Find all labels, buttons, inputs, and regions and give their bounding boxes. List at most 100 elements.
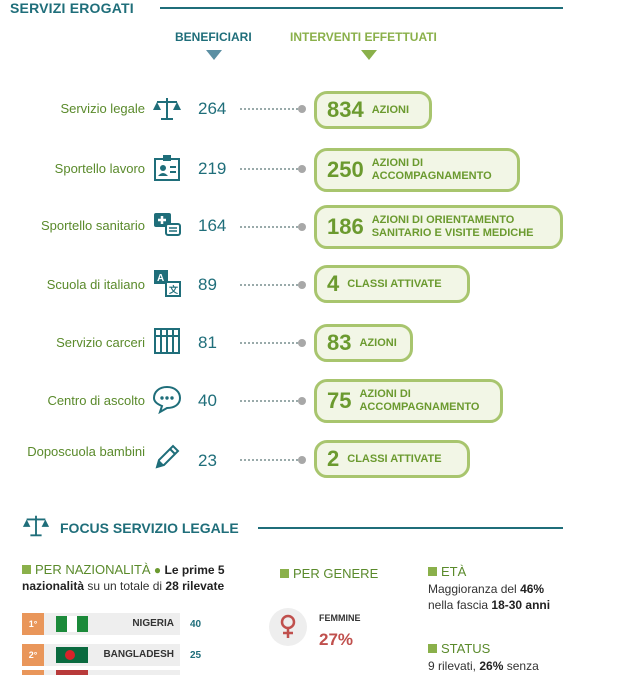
status-header: STATUS bbox=[441, 641, 491, 656]
section-title: SERVIZI EROGATI bbox=[10, 0, 134, 16]
connector-dot bbox=[298, 223, 306, 231]
service-label: Sportello sanitario bbox=[40, 218, 145, 233]
age-header: ETÀ bbox=[441, 564, 467, 579]
interventi-pill: 4 CLASSI ATTIVATE bbox=[314, 265, 470, 303]
female-symbol-icon bbox=[280, 614, 296, 638]
id-badge-icon bbox=[154, 155, 180, 181]
connector-dot bbox=[298, 397, 306, 405]
connector-dot bbox=[298, 281, 306, 289]
beneficiari-value: 164 bbox=[198, 216, 227, 235]
interventi-desc: AZIONI DI ACCOMPAGNAMENTO bbox=[359, 388, 480, 413]
interventi-desc: CLASSI ATTIVATE bbox=[347, 452, 442, 465]
service-label: Sportello lavoro bbox=[54, 161, 145, 176]
interventi-pill: 834 AZIONI bbox=[314, 91, 432, 129]
interventi-desc: AZIONI bbox=[359, 336, 397, 349]
nationality-row-partial bbox=[22, 670, 180, 675]
bangladesh-flag-icon bbox=[56, 647, 88, 663]
interventi-desc: AZIONI DI ACCOMPAGNAMENTO bbox=[371, 157, 492, 182]
beneficiari-value: 40 bbox=[198, 391, 217, 410]
interventi-desc: AZIONI DI ORIENTAMENTO SANITARIO E VISIT… bbox=[371, 214, 534, 239]
connector-dot bbox=[298, 339, 306, 347]
interventi-value: 834 bbox=[327, 97, 364, 122]
gender-header: PER GENERE bbox=[293, 566, 379, 581]
interventi-value: 75 bbox=[327, 388, 352, 413]
connector-dots bbox=[240, 226, 298, 228]
service-label: Servizio legale bbox=[60, 101, 145, 116]
age-text: nella fascia bbox=[428, 598, 489, 612]
service-label: Centro di ascolto bbox=[47, 393, 145, 408]
nationality-note-c: su un totale di bbox=[87, 579, 163, 593]
interventi-value: 186 bbox=[327, 214, 364, 239]
interventi-desc: CLASSI ATTIVATE bbox=[347, 277, 442, 290]
connector-dot bbox=[298, 165, 306, 173]
jail-icon bbox=[154, 328, 180, 354]
pencil-icon bbox=[155, 444, 180, 469]
nationality-note-a: Le prime 5 bbox=[164, 563, 225, 577]
connector-dots bbox=[240, 108, 298, 110]
connector-dots bbox=[240, 459, 298, 461]
connector-dot bbox=[298, 105, 306, 113]
title-rule bbox=[160, 7, 563, 9]
country-name: NIGERIA bbox=[132, 618, 174, 629]
bullet-square bbox=[280, 569, 289, 578]
beneficiari-value: 23 bbox=[198, 451, 217, 470]
nigeria-flag-icon bbox=[56, 616, 88, 632]
age-percent: 46% bbox=[520, 582, 545, 596]
status-text: senza bbox=[506, 659, 539, 673]
interventi-pill: 75 AZIONI DI ACCOMPAGNAMENTO bbox=[314, 379, 503, 423]
interventi-value: 4 bbox=[327, 271, 340, 296]
age-block: ETÀ Maggioranza del 46% nella fascia 18-… bbox=[428, 564, 618, 613]
rank-badge: 2° bbox=[22, 644, 44, 666]
interventi-value: 83 bbox=[327, 330, 352, 355]
nationality-header: PER NAZIONALITÀ bbox=[35, 562, 151, 577]
nationality-note-b: nazionalità bbox=[22, 579, 85, 593]
country-name: BANGLADESH bbox=[103, 649, 174, 660]
speech-bubble-icon bbox=[152, 385, 182, 414]
svg-text:文: 文 bbox=[168, 284, 179, 295]
nationality-block: PER NAZIONALITÀ ● Le prime 5 nazionalità… bbox=[22, 562, 225, 593]
beneficiari-value: 89 bbox=[198, 275, 217, 294]
bullet-square bbox=[428, 644, 437, 653]
age-text: Maggioranza del bbox=[428, 582, 517, 596]
service-label: Servizio carceri bbox=[56, 335, 145, 350]
connector-dots bbox=[240, 342, 298, 344]
female-icon-circle bbox=[269, 608, 307, 646]
translate-icon: A 文 bbox=[154, 270, 181, 297]
scales-icon bbox=[22, 515, 50, 537]
svg-text:A: A bbox=[157, 273, 164, 284]
interventi-pill: 250 AZIONI DI ACCOMPAGNAMENTO bbox=[314, 148, 520, 192]
connector-dots bbox=[240, 168, 298, 170]
interventi-value: 250 bbox=[327, 157, 364, 182]
status-text: 9 rilevati, bbox=[428, 659, 477, 673]
service-label: Doposcuola bambini bbox=[27, 444, 145, 459]
beneficiari-value: 264 bbox=[198, 99, 227, 118]
gender-value: 27% bbox=[319, 630, 354, 649]
nationality-row: 2° BANGLADESH bbox=[22, 644, 180, 666]
status-block: STATUS 9 rilevati, 26% senza bbox=[428, 641, 618, 674]
service-label: Scuola di italiano bbox=[46, 277, 145, 292]
arrow-down-icon bbox=[206, 50, 222, 60]
bullet-square bbox=[22, 565, 31, 574]
beneficiari-value: 81 bbox=[198, 333, 217, 352]
arrow-down-icon bbox=[361, 50, 377, 60]
bullet-square bbox=[428, 567, 437, 576]
column-header-interventi: INTERVENTI EFFETTUATI bbox=[290, 30, 437, 44]
nationality-note-d: 28 rilevate bbox=[165, 579, 225, 593]
interventi-pill: 83 AZIONI bbox=[314, 324, 413, 362]
interventi-pill: 2 CLASSI ATTIVATE bbox=[314, 440, 470, 478]
connector-dot bbox=[298, 456, 306, 464]
connector-dots bbox=[240, 284, 298, 286]
interventi-value: 2 bbox=[327, 446, 340, 471]
column-header-beneficiari: BENEFICIARI bbox=[175, 30, 252, 44]
gender-block: PER GENERE bbox=[280, 566, 378, 581]
rank-badge: 1° bbox=[22, 613, 44, 635]
connector-dots bbox=[240, 400, 298, 402]
country-value: 40 bbox=[190, 619, 202, 630]
interventi-pill: 186 AZIONI DI ORIENTAMENTO SANITARIO E V… bbox=[314, 205, 563, 249]
status-percent: 26% bbox=[479, 659, 504, 673]
focus-title: FOCUS SERVIZIO LEGALE bbox=[60, 520, 239, 536]
scales-icon bbox=[153, 98, 181, 120]
focus-rule bbox=[258, 527, 563, 529]
age-range: 18-30 anni bbox=[491, 598, 551, 612]
country-value: 25 bbox=[190, 650, 202, 661]
